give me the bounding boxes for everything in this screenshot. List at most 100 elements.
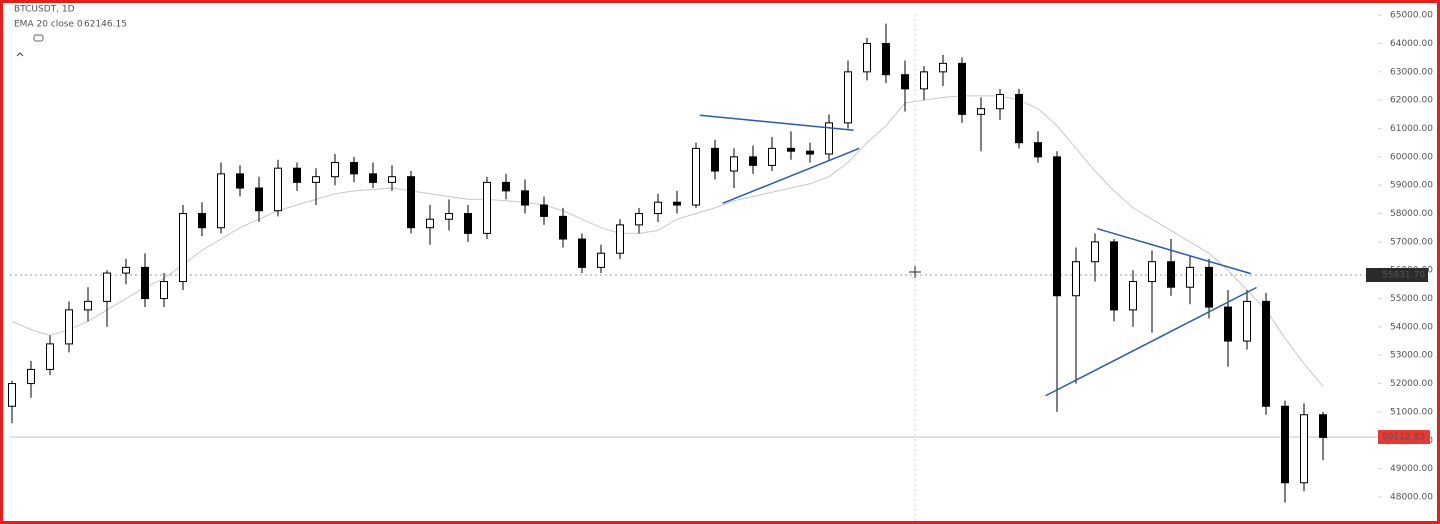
candle-body — [1072, 261, 1080, 297]
legend-symbol: BTCUSDT, 1D — [14, 5, 75, 15]
candle-body — [578, 238, 586, 268]
candle-body — [350, 162, 358, 175]
crosshair-label-box — [1366, 267, 1428, 282]
candle-body — [502, 181, 510, 192]
candle-body — [179, 213, 187, 283]
candle-body — [1281, 405, 1289, 484]
candle-body — [331, 162, 339, 178]
y-tick-label: 49000.00 — [1390, 464, 1433, 474]
candle-body — [217, 173, 225, 229]
candle-body — [521, 190, 529, 206]
candle-body — [1053, 156, 1061, 297]
candle-body — [749, 156, 757, 166]
y-tick-label: 53000.00 — [1390, 351, 1433, 361]
candle-body — [1186, 266, 1194, 288]
candle-body — [1129, 281, 1137, 311]
candle-body — [882, 43, 890, 76]
trendline — [722, 147, 860, 205]
y-tick-label: 55000.00 — [1390, 294, 1433, 304]
candle-body — [426, 218, 434, 229]
candle-body — [255, 187, 263, 212]
candle-body — [369, 173, 377, 183]
y-tick-label: 57000.00 — [1390, 237, 1433, 247]
legend-indicator: EMA 20 close 0 — [14, 20, 83, 30]
y-tick-label: 63000.00 — [1390, 67, 1433, 77]
candle-body — [1300, 414, 1308, 484]
crosshair-label: 55831.70 — [1382, 270, 1425, 280]
legend-toggle[interactable] — [33, 34, 44, 42]
candle-body — [540, 204, 548, 217]
y-tick-label: 59000.00 — [1390, 181, 1433, 191]
candle-body — [939, 62, 947, 73]
candle-body — [236, 173, 244, 189]
candle-body — [559, 215, 567, 240]
legend-indicator-value: 62146.15 — [84, 20, 127, 30]
trendline — [1045, 286, 1257, 397]
candle-body — [103, 272, 111, 302]
candle-body — [388, 176, 396, 183]
candle-body — [920, 71, 928, 90]
y-tick-label: 64000.00 — [1390, 39, 1433, 49]
candle-body — [312, 176, 320, 183]
y-tick-label: 52000.00 — [1390, 379, 1433, 389]
candle-body — [1243, 300, 1251, 342]
candle-body — [901, 74, 909, 90]
candle-body — [141, 266, 149, 300]
candle-body — [1167, 261, 1175, 288]
candle-body — [1110, 241, 1118, 311]
candle-body — [274, 167, 282, 212]
candle-body — [673, 201, 681, 206]
y-tick-label: 62000.00 — [1390, 96, 1433, 106]
candle-body — [464, 213, 472, 234]
candle-body — [46, 343, 54, 370]
candle-body — [825, 122, 833, 155]
candle-body — [160, 281, 168, 300]
candle-body — [1091, 241, 1099, 263]
candle-body — [977, 108, 985, 115]
candle-body — [996, 94, 1004, 110]
candle-body — [198, 213, 206, 229]
candle-body — [787, 147, 795, 152]
candle-body — [27, 368, 35, 385]
candle-body — [654, 201, 662, 215]
candle-body — [407, 176, 415, 229]
ema-line — [11, 95, 1324, 387]
candle-body — [1319, 414, 1327, 438]
candle-body — [768, 147, 776, 166]
candle-body — [616, 224, 624, 254]
y-tick-label: 61000.00 — [1390, 124, 1433, 134]
candle-body — [445, 213, 453, 220]
candle-body — [1015, 94, 1023, 144]
candle-body — [1224, 306, 1232, 342]
collapse-icon[interactable] — [16, 52, 24, 57]
candle-body — [711, 147, 719, 172]
candle-body — [635, 213, 643, 226]
candle-body — [84, 300, 92, 311]
y-tick-label: 51000.00 — [1390, 407, 1433, 417]
candle-body — [806, 150, 814, 155]
candle-body — [483, 181, 491, 234]
y-tick-label: 58000.00 — [1390, 209, 1433, 219]
trendline — [1096, 227, 1252, 275]
last-price-label: 50112.83 — [1382, 433, 1425, 443]
candle-body — [293, 167, 301, 183]
candle-body — [8, 383, 16, 407]
candle-body — [122, 266, 130, 274]
candle-body — [863, 43, 871, 73]
last-price-box — [1378, 430, 1430, 445]
candle-body — [692, 147, 700, 206]
candle-body — [958, 62, 966, 115]
candle-body — [1034, 142, 1042, 158]
candle-body — [1262, 300, 1270, 407]
candle-body — [730, 156, 738, 172]
y-tick-label: 48000.00 — [1390, 492, 1433, 502]
y-tick-label: 65000.00 — [1390, 11, 1433, 21]
trendline — [699, 114, 854, 131]
y-tick-label: 60000.00 — [1390, 152, 1433, 162]
candle-body — [65, 309, 73, 345]
candle-body — [1148, 261, 1156, 283]
crosshair-cursor — [909, 266, 921, 278]
